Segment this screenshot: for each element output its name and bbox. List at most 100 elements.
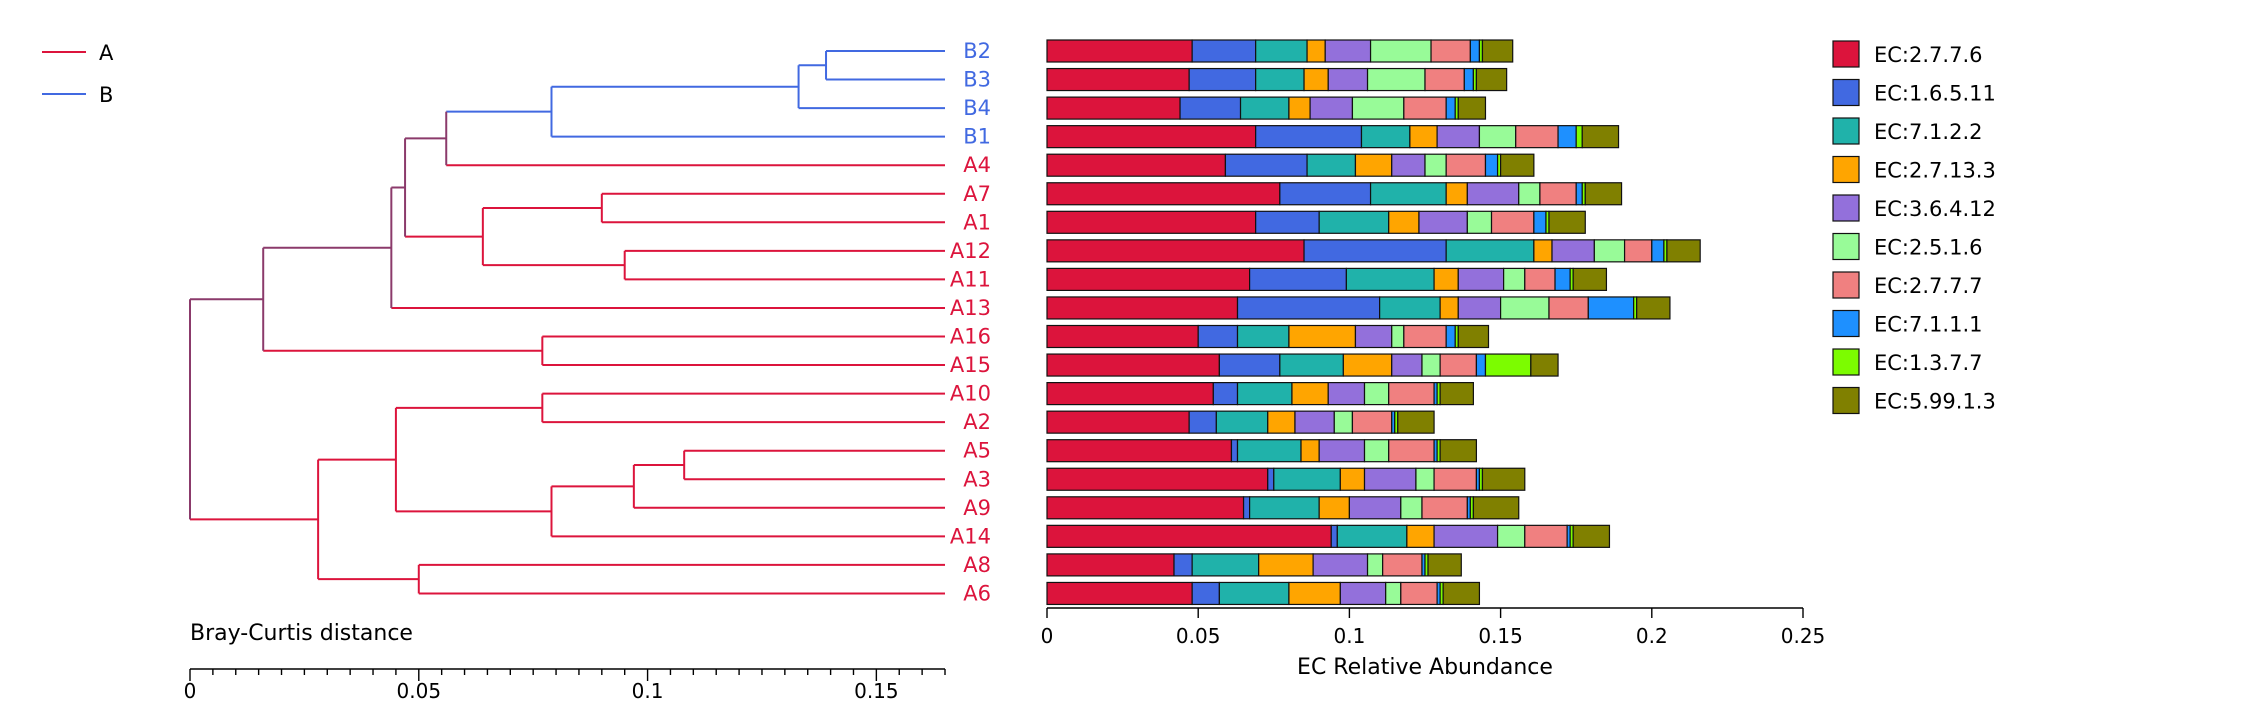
ec-legend-swatch (1832, 271, 1860, 299)
bar-segment (1345, 267, 1435, 291)
bar-segment (1478, 125, 1517, 149)
bar-segment (1439, 296, 1459, 320)
bar-segment (1369, 39, 1432, 63)
bar-segment (1339, 467, 1366, 491)
bar-segment (1445, 324, 1456, 349)
bar-segment (1318, 210, 1390, 234)
bar-segment (1424, 153, 1447, 177)
bar-segment (1415, 467, 1435, 491)
bar-segment (1255, 39, 1308, 63)
bar-segment (1466, 182, 1520, 206)
ec-legend-label: EC:2.7.7.6 (1874, 43, 1982, 67)
bar-segment (1382, 553, 1423, 577)
bar-segment (1342, 353, 1393, 377)
leaf-label: A2 (963, 410, 991, 434)
bar-segment (1212, 382, 1239, 406)
leaf-label: A3 (963, 467, 991, 491)
bar-segment (1215, 410, 1269, 434)
bar-segment (1397, 410, 1435, 434)
bar-segment (1188, 410, 1217, 434)
bar-segment (1046, 382, 1214, 406)
bar-segment (1279, 353, 1344, 377)
abundance-axis-tick-label: 0.25 (1781, 624, 1826, 648)
group-legend-label: B (99, 83, 113, 107)
bar-segment (1391, 153, 1426, 177)
bar-segment (1255, 210, 1320, 234)
bar-segment (1475, 67, 1508, 92)
bar-segment (1475, 353, 1487, 377)
bar-segment (1354, 153, 1393, 177)
bar-segment (1046, 353, 1220, 377)
bar-segment (1530, 353, 1559, 377)
bar-segment (1046, 439, 1233, 463)
bar-segment (1046, 39, 1193, 63)
bar-segment (1369, 182, 1447, 206)
bar-segment (1294, 410, 1335, 434)
bar-segment (1330, 524, 1338, 548)
bar-segment (1490, 210, 1535, 234)
bar-segment (1046, 67, 1190, 92)
ec-legend-label: EC:2.7.13.3 (1874, 159, 1996, 183)
abundance-axis-tick-label: 0.05 (1176, 624, 1221, 648)
bar-segment (1303, 67, 1329, 92)
leaf-label: B1 (963, 125, 991, 149)
bar-segment (1046, 496, 1245, 520)
bar-segment (1363, 467, 1417, 491)
bar-segment (1388, 382, 1435, 406)
leaf-label: A6 (963, 581, 991, 605)
bar-segment (1433, 467, 1478, 491)
bar-segment (1351, 96, 1405, 120)
bar-segment (1303, 239, 1447, 263)
bar-segment (1351, 410, 1393, 434)
bar-segment (1046, 125, 1257, 149)
bar-segment (1666, 239, 1701, 263)
bar-segment (1499, 153, 1535, 177)
bar-segment (1551, 239, 1595, 263)
bar-segment (1309, 96, 1354, 120)
bar-segment (1484, 353, 1532, 377)
bar-segment (1533, 210, 1547, 234)
bar-segment (1421, 496, 1468, 520)
bar-segment (1306, 153, 1357, 177)
bar-segment (1424, 67, 1465, 92)
bar-segment (1197, 324, 1239, 349)
ec-legend-swatch (1832, 155, 1860, 184)
bar-segment (1273, 467, 1341, 491)
bar-segment (1427, 553, 1462, 577)
bar-segment (1046, 324, 1199, 349)
distance-axis-tick-label: 0.1 (632, 679, 664, 703)
bar-segment (1255, 125, 1363, 149)
bar-segment (1575, 182, 1583, 206)
bar-segment (1366, 553, 1384, 577)
leaf-label: A15 (950, 353, 991, 377)
bar-segment (1306, 39, 1326, 63)
bar-segment (1403, 96, 1447, 120)
ec-legend-swatch (1832, 232, 1860, 261)
bar-segment (1218, 353, 1281, 377)
leaf-label: B3 (963, 68, 991, 92)
bar-segment (1496, 524, 1526, 548)
bar-segment (1457, 296, 1502, 320)
bar-segment (1572, 524, 1611, 548)
legends: EC:2.7.7.6 EC:1.6.5.11 EC:7.1.2.2 EC:2.7.13… (1832, 40, 1996, 415)
bar-segment (1499, 296, 1550, 320)
bar-segment (1191, 581, 1220, 606)
bar-segment (1318, 439, 1366, 463)
bar-segment (1409, 125, 1438, 149)
bar-segment (1433, 267, 1459, 291)
leaf-label: A16 (950, 325, 991, 349)
bar-segment (1406, 524, 1435, 548)
bar-segment (1267, 410, 1296, 434)
bar-segment (1554, 267, 1571, 291)
bar-segment (1421, 353, 1441, 377)
leaf-label: A12 (950, 239, 991, 263)
bar-segment (1539, 182, 1577, 206)
bar-segment (1255, 67, 1305, 92)
bar-segment (1403, 324, 1447, 349)
bar-segment (1288, 324, 1357, 349)
leaf-label: A8 (963, 553, 991, 577)
distance-axis-title: Bray-Curtis distance (190, 621, 413, 646)
bar-segment (1518, 182, 1541, 206)
bar-segment (1457, 96, 1487, 120)
bar-segment (1046, 467, 1269, 491)
